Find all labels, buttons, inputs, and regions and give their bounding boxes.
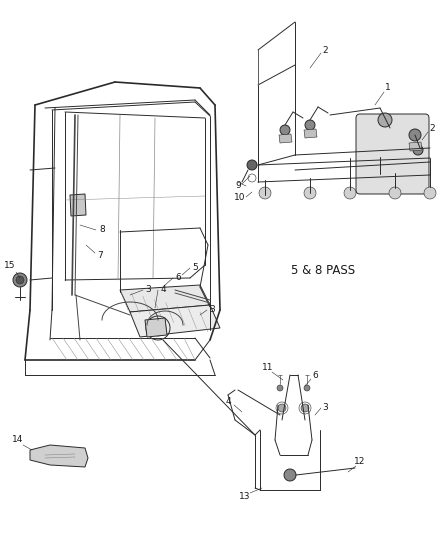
Polygon shape	[130, 305, 219, 337]
Text: 10: 10	[234, 193, 245, 203]
Text: 9: 9	[235, 181, 240, 190]
Text: 12: 12	[353, 457, 365, 466]
Circle shape	[423, 187, 435, 199]
Polygon shape	[70, 194, 86, 216]
Text: 13: 13	[239, 492, 250, 502]
Polygon shape	[30, 445, 88, 467]
Polygon shape	[303, 129, 316, 138]
Polygon shape	[145, 318, 166, 337]
Text: 8: 8	[99, 225, 105, 235]
Circle shape	[300, 404, 308, 412]
Circle shape	[283, 469, 295, 481]
Text: 4: 4	[160, 286, 166, 295]
Circle shape	[388, 187, 400, 199]
Text: 5: 5	[192, 263, 198, 272]
Text: 11: 11	[261, 364, 273, 373]
Circle shape	[16, 276, 24, 284]
Circle shape	[247, 160, 256, 170]
Circle shape	[303, 385, 309, 391]
Text: 2: 2	[428, 124, 434, 133]
Circle shape	[279, 125, 290, 135]
Text: 5 & 8 PASS: 5 & 8 PASS	[290, 264, 354, 277]
FancyBboxPatch shape	[355, 114, 428, 194]
Circle shape	[377, 113, 391, 127]
Text: 14: 14	[12, 435, 24, 445]
Circle shape	[412, 145, 422, 155]
Text: 3: 3	[208, 305, 214, 314]
Text: 4: 4	[225, 398, 230, 407]
Text: 7: 7	[97, 251, 102, 260]
Circle shape	[343, 187, 355, 199]
Polygon shape	[408, 142, 421, 151]
Polygon shape	[120, 285, 209, 312]
Circle shape	[408, 129, 420, 141]
Text: 3: 3	[145, 286, 151, 295]
Polygon shape	[279, 134, 291, 143]
Circle shape	[304, 120, 314, 130]
Text: 6: 6	[311, 372, 317, 381]
Circle shape	[258, 187, 270, 199]
Circle shape	[276, 385, 283, 391]
Text: 6: 6	[175, 273, 180, 282]
Text: 15: 15	[4, 261, 16, 270]
Circle shape	[277, 404, 285, 412]
Text: 1: 1	[384, 83, 390, 92]
Text: 2: 2	[321, 45, 327, 54]
Text: 3: 3	[321, 403, 327, 413]
Circle shape	[303, 187, 315, 199]
Circle shape	[13, 273, 27, 287]
